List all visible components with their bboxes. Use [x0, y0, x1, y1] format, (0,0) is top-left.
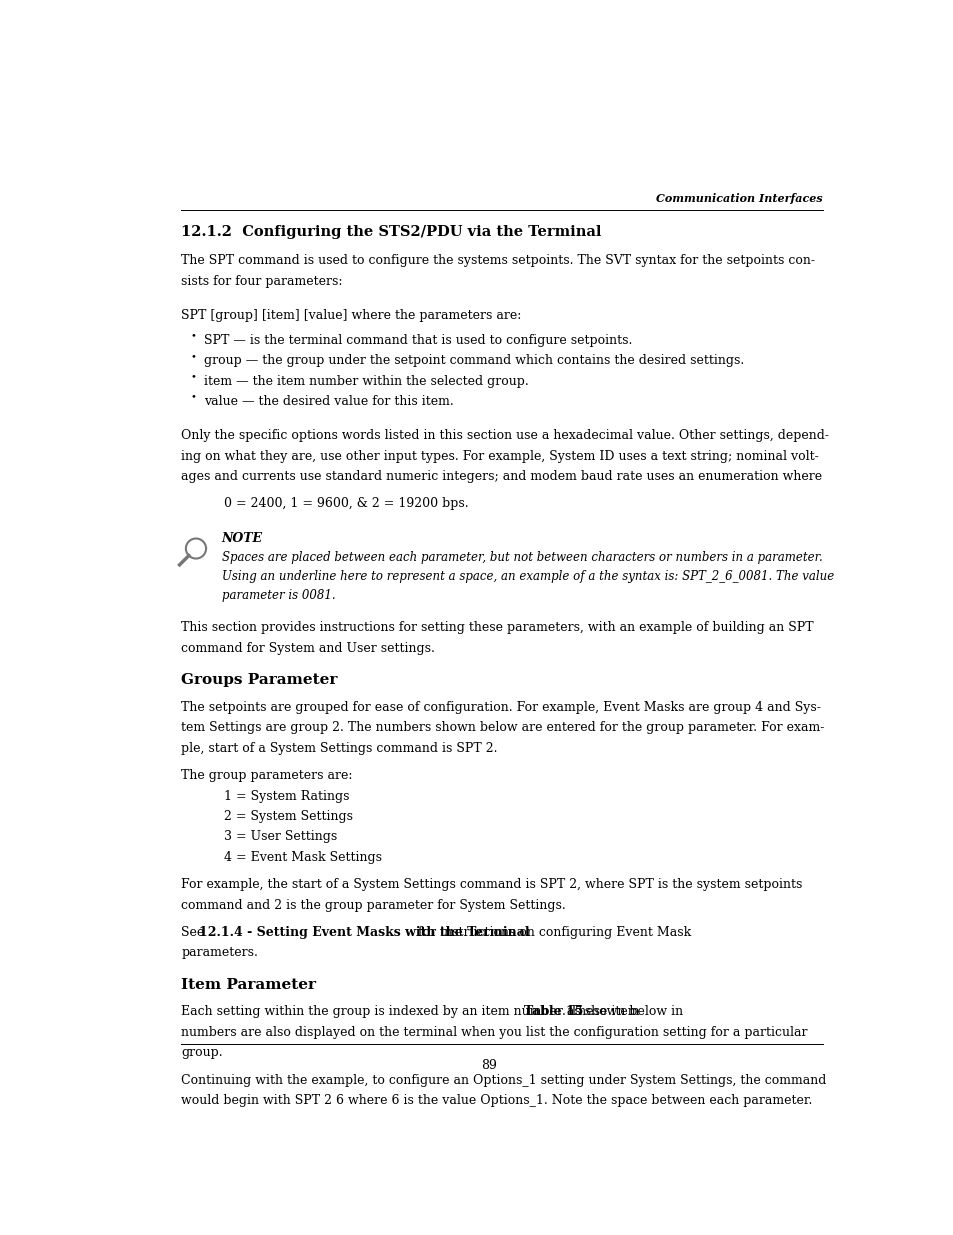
Text: 4 = Event Mask Settings: 4 = Event Mask Settings — [224, 851, 381, 863]
Text: SPT — is the terminal command that is used to configure setpoints.: SPT — is the terminal command that is us… — [204, 333, 632, 347]
Text: parameter is 0081.: parameter is 0081. — [221, 589, 335, 601]
Text: The group parameters are:: The group parameters are: — [181, 769, 353, 782]
Text: The setpoints are grouped for ease of configuration. For example, Event Masks ar: The setpoints are grouped for ease of co… — [181, 701, 821, 714]
Text: group.: group. — [181, 1046, 223, 1060]
Text: •: • — [191, 331, 196, 341]
Text: for instructions on configuring Event Mask: for instructions on configuring Event Ma… — [414, 926, 691, 939]
Text: value — the desired value for this item.: value — the desired value for this item. — [204, 395, 454, 408]
Text: . These item: . These item — [561, 1005, 639, 1019]
Text: group — the group under the setpoint command which contains the desired settings: group — the group under the setpoint com… — [204, 354, 744, 367]
Text: Spaces are placed between each parameter, but not between characters or numbers : Spaces are placed between each parameter… — [221, 551, 821, 564]
Text: •: • — [191, 393, 196, 401]
Text: ple, start of a System Settings command is SPT 2.: ple, start of a System Settings command … — [181, 742, 497, 755]
Text: •: • — [191, 352, 196, 361]
Text: numbers are also displayed on the terminal when you list the configuration setti: numbers are also displayed on the termin… — [181, 1026, 807, 1039]
Text: ages and currents use standard numeric integers; and modem baud rate uses an enu: ages and currents use standard numeric i… — [181, 471, 821, 483]
Text: Using an underline here to represent a space, an example of a the syntax is: SPT: Using an underline here to represent a s… — [221, 569, 833, 583]
Text: The SPT command is used to configure the systems setpoints. The SVT syntax for t: The SPT command is used to configure the… — [181, 254, 815, 268]
Text: 0 = 2400, 1 = 9600, & 2 = 19200 bps.: 0 = 2400, 1 = 9600, & 2 = 19200 bps. — [224, 498, 468, 510]
Text: parameters.: parameters. — [181, 946, 258, 960]
Text: 2 = System Settings: 2 = System Settings — [224, 810, 353, 823]
Text: ing on what they are, use other input types. For example, System ID uses a text : ing on what they are, use other input ty… — [181, 450, 818, 463]
Text: For example, the start of a System Settings command is SPT 2, where SPT is the s: For example, the start of a System Setti… — [181, 878, 801, 892]
Text: Table 15: Table 15 — [524, 1005, 583, 1019]
Text: Item Parameter: Item Parameter — [181, 978, 315, 992]
Text: 89: 89 — [480, 1060, 497, 1072]
Text: Only the specific options words listed in this section use a hexadecimal value. : Only the specific options words listed i… — [181, 430, 828, 442]
Text: Each setting within the group is indexed by an item number as shown below in: Each setting within the group is indexed… — [181, 1005, 687, 1019]
Text: 12.1.2  Configuring the STS2/PDU via the Terminal: 12.1.2 Configuring the STS2/PDU via the … — [181, 225, 601, 240]
Text: SPT [group] [item] [value] where the parameters are:: SPT [group] [item] [value] where the par… — [181, 309, 521, 322]
Text: item — the item number within the selected group.: item — the item number within the select… — [204, 374, 529, 388]
Text: Communication Interfaces: Communication Interfaces — [656, 194, 822, 205]
Text: •: • — [191, 372, 196, 382]
Text: tem Settings are group 2. The numbers shown below are entered for the group para: tem Settings are group 2. The numbers sh… — [181, 721, 823, 735]
Text: 3 = User Settings: 3 = User Settings — [224, 830, 336, 844]
Text: Groups Parameter: Groups Parameter — [181, 673, 337, 688]
Text: 1 = System Ratings: 1 = System Ratings — [224, 789, 349, 803]
Text: NOTE: NOTE — [221, 531, 262, 545]
Text: This section provides instructions for setting these parameters, with an example: This section provides instructions for s… — [181, 621, 813, 635]
Text: command for System and User settings.: command for System and User settings. — [181, 642, 435, 655]
Text: would begin with SPT 2 6 where 6 is the value Options_1. Note the space between : would begin with SPT 2 6 where 6 is the … — [181, 1094, 812, 1107]
Text: Continuing with the example, to configure an Options_1 setting under System Sett: Continuing with the example, to configur… — [181, 1073, 825, 1087]
Text: 12.1.4 - Setting Event Masks with the Terminal: 12.1.4 - Setting Event Masks with the Te… — [199, 926, 529, 939]
Text: command and 2 is the group parameter for System Settings.: command and 2 is the group parameter for… — [181, 899, 565, 911]
Text: See: See — [181, 926, 209, 939]
Text: sists for four parameters:: sists for four parameters: — [181, 275, 342, 288]
